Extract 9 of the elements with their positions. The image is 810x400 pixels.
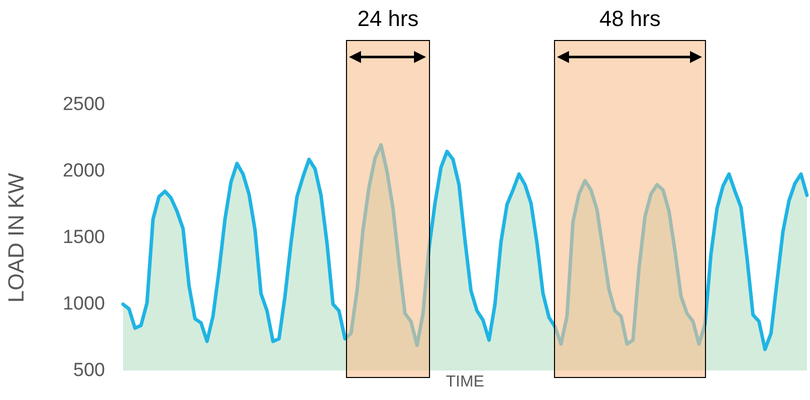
y-tick-label: 2500 [62, 94, 105, 116]
text: 24 hrs [356, 6, 420, 32]
y-axis-title: LOAD IN KW [3, 172, 28, 303]
x-axis-title: TIME [446, 374, 484, 391]
y-tick-label: 1000 [62, 293, 105, 314]
text: 48 hrs [598, 6, 662, 32]
y-tick-label: 1500 [62, 227, 105, 248]
y-tick-label: 500 [73, 360, 105, 381]
y-tick-label: 2000 [62, 160, 105, 182]
